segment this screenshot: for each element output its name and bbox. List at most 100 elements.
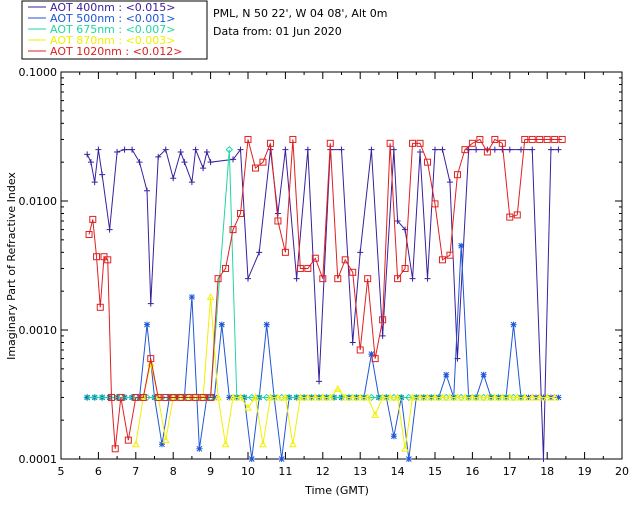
data-point	[266, 393, 275, 401]
data-point	[289, 440, 297, 448]
data-point	[181, 159, 188, 166]
data-point	[520, 393, 529, 401]
data-point	[162, 146, 169, 153]
data-point	[394, 217, 401, 224]
data-point	[409, 275, 416, 282]
legend-label: AOT 675nm : <0.007>	[50, 23, 176, 36]
data-point	[378, 393, 387, 401]
legend-label: AOT 870nm : <0.003>	[50, 34, 176, 47]
data-point	[371, 410, 380, 418]
data-point	[401, 264, 409, 272]
data-point	[431, 200, 439, 208]
data-point	[136, 159, 143, 166]
data-point	[409, 139, 417, 147]
series-4	[85, 135, 566, 453]
data-point	[506, 146, 513, 153]
data-point	[390, 433, 397, 440]
data-point	[341, 393, 350, 401]
data-point	[357, 249, 364, 256]
data-point	[364, 275, 372, 283]
data-point	[386, 393, 394, 401]
data-point	[304, 264, 312, 272]
data-point	[476, 393, 484, 401]
data-point	[453, 393, 462, 401]
data-point	[111, 445, 119, 453]
data-point	[379, 332, 386, 339]
data-point	[188, 294, 195, 301]
data-point	[263, 321, 270, 328]
data-point	[177, 148, 184, 155]
x-tick-label: 17	[503, 465, 517, 478]
data-point	[121, 146, 128, 153]
data-point	[98, 393, 106, 402]
series-line	[135, 297, 555, 449]
data-point	[296, 264, 304, 272]
data-point	[480, 371, 487, 378]
data-point	[438, 393, 447, 401]
data-point	[416, 393, 424, 401]
data-point	[424, 275, 431, 282]
data-point	[483, 148, 491, 156]
data-point	[338, 146, 345, 153]
axis-ticks: 5 6 7 8 9 10 11 12 13 14 15 16 17 18 19 20 0.0001 0.0010 0…	[19, 66, 630, 478]
data-point	[139, 393, 147, 401]
data-point	[104, 256, 112, 264]
data-point	[491, 135, 499, 143]
data-point	[529, 146, 536, 153]
data-point	[417, 148, 424, 155]
data-point	[550, 393, 559, 401]
data-point	[432, 146, 438, 153]
data-point	[107, 393, 115, 401]
data-point	[147, 300, 154, 307]
data-point	[318, 393, 327, 401]
data-point	[424, 158, 432, 166]
data-point	[341, 256, 349, 264]
data-point	[222, 264, 230, 272]
data-point	[281, 248, 289, 256]
data-point	[368, 146, 375, 153]
data-point	[230, 156, 237, 163]
data-point	[113, 393, 121, 402]
data-point	[446, 179, 453, 186]
data-point	[555, 394, 562, 401]
data-point	[83, 393, 91, 402]
data-point	[518, 146, 525, 153]
data-point	[229, 393, 237, 401]
data-point	[274, 393, 282, 401]
data-point	[129, 146, 136, 153]
data-point	[144, 187, 151, 194]
data-point	[498, 393, 507, 401]
data-point	[84, 151, 91, 158]
series-0	[84, 146, 562, 462]
data-point	[349, 339, 356, 346]
data-point	[394, 275, 402, 283]
site-info: PML, N 50 22', W 04 08', Alt 0m	[213, 7, 387, 20]
data-point	[90, 393, 99, 402]
series-layer	[83, 135, 566, 462]
data-point	[461, 146, 469, 154]
data-point	[311, 393, 320, 401]
data-point	[192, 393, 200, 401]
data-point	[248, 456, 255, 462]
y-tick-label: 0.0010	[19, 324, 58, 337]
data-point	[551, 135, 559, 143]
data-point	[128, 393, 136, 402]
x-tick-label: 9	[207, 465, 214, 478]
data-point	[438, 256, 446, 264]
data-point	[245, 275, 251, 282]
data-point	[371, 355, 379, 363]
data-point	[505, 393, 514, 401]
data-point	[207, 159, 214, 166]
y-axis-label: Imaginary Part of Refractive Index	[5, 172, 18, 360]
y-tick-label: 0.0001	[19, 453, 58, 466]
x-tick-label: 18	[540, 465, 554, 478]
x-tick-label: 5	[58, 465, 65, 478]
data-point	[146, 359, 155, 367]
data-point	[521, 135, 529, 143]
data-point	[390, 146, 397, 153]
data-point	[326, 393, 335, 401]
data-point	[431, 393, 439, 401]
data-point	[177, 393, 185, 401]
y-tick-label: 0.1000	[19, 66, 58, 79]
series-3	[131, 293, 559, 452]
